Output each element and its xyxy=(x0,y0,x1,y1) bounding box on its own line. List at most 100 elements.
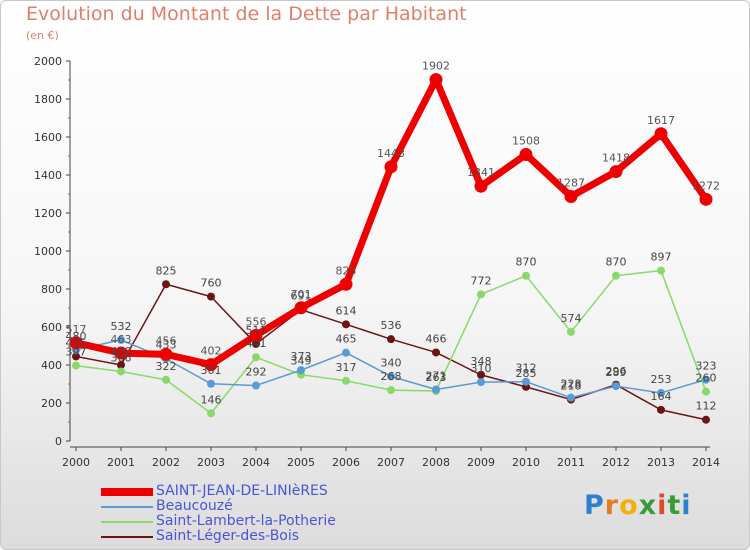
data-label: 263 xyxy=(426,371,447,384)
data-point xyxy=(162,280,170,289)
x-tick-label: 2004 xyxy=(242,456,270,469)
data-label: 517 xyxy=(66,323,87,336)
data-label: 1341 xyxy=(467,166,495,179)
x-tick-label: 2014 xyxy=(692,456,720,469)
data-point xyxy=(432,348,440,357)
y-tick-label: 200 xyxy=(41,397,62,410)
data-label: 772 xyxy=(471,274,492,287)
data-label: 870 xyxy=(606,256,627,269)
legend-swatch xyxy=(101,488,153,496)
legend-label: Beaucouzé xyxy=(156,498,233,514)
data-label: 402 xyxy=(201,345,222,358)
data-label: 112 xyxy=(696,400,717,413)
data-label: 466 xyxy=(426,332,447,345)
data-label: 532 xyxy=(111,320,132,333)
data-point xyxy=(159,347,173,361)
data-label: 511 xyxy=(246,324,267,337)
data-point xyxy=(117,367,125,376)
data-label: 1508 xyxy=(512,134,540,147)
data-label: 1272 xyxy=(692,179,720,192)
series-layer xyxy=(69,73,713,424)
data-label: 456 xyxy=(156,334,177,347)
x-tick-label: 2010 xyxy=(512,456,540,469)
data-point xyxy=(252,381,260,390)
x-tick-label: 2005 xyxy=(287,456,315,469)
legend-label: Saint-Lambert-la-Potherie xyxy=(156,513,336,529)
legend-swatch xyxy=(101,521,153,523)
x-tick-label: 2006 xyxy=(332,456,360,469)
data-point xyxy=(612,382,620,391)
data-label: 614 xyxy=(336,304,357,317)
x-tick-label: 2013 xyxy=(647,456,675,469)
data-point xyxy=(342,320,350,329)
data-point xyxy=(702,387,710,396)
data-point xyxy=(477,370,485,379)
data-label: 289 xyxy=(606,366,627,379)
proxiti-logo: Proxiti xyxy=(584,490,692,521)
data-label: 322 xyxy=(156,360,177,373)
data-label: 271 xyxy=(426,370,447,383)
data-point xyxy=(252,353,260,362)
data-point xyxy=(117,361,125,369)
legend-item-saint-jean-de-lini-res: SAINT-JEAN-DE-LINIèRES xyxy=(101,483,361,500)
data-point xyxy=(72,361,80,370)
data-label: 301 xyxy=(201,364,222,377)
data-label: 1902 xyxy=(422,60,450,73)
data-label: 340 xyxy=(381,356,402,369)
data-label: 146 xyxy=(201,393,222,406)
data-point xyxy=(474,179,488,193)
legend-item-saint-l-ger-des-bois: Saint-Léger-des-Bois xyxy=(101,528,361,545)
data-label: 574 xyxy=(561,312,582,325)
data-label: 441 xyxy=(246,337,267,350)
data-label: 556 xyxy=(246,315,267,328)
data-point xyxy=(657,405,665,414)
data-point xyxy=(654,127,668,141)
data-label: 870 xyxy=(516,256,537,269)
data-point xyxy=(342,348,350,357)
data-point xyxy=(69,336,83,350)
legend-swatch xyxy=(101,536,153,538)
data-point xyxy=(567,393,575,402)
data-point xyxy=(477,290,485,299)
data-point xyxy=(207,409,215,418)
data-label: 228 xyxy=(561,378,582,391)
data-label: 400 xyxy=(111,345,132,358)
data-label: 397 xyxy=(66,346,87,359)
x-tick-label: 2003 xyxy=(197,456,225,469)
data-label: 164 xyxy=(651,390,672,403)
data-label: 691 xyxy=(291,290,312,303)
x-tick-label: 2001 xyxy=(107,456,135,469)
x-tick-label: 2011 xyxy=(557,456,585,469)
legend-label: SAINT-JEAN-DE-LINIèRES xyxy=(156,483,328,499)
legend-swatch xyxy=(101,506,153,508)
data-point xyxy=(567,327,575,336)
data-point xyxy=(252,339,260,348)
legend-item-beaucouz-: Beaucouzé xyxy=(101,498,361,515)
data-point xyxy=(207,292,215,301)
data-point xyxy=(522,377,530,386)
data-point xyxy=(432,385,440,394)
data-point xyxy=(612,271,620,280)
data-point xyxy=(702,415,710,424)
data-label: 825 xyxy=(156,264,177,277)
data-label: 1287 xyxy=(557,176,585,189)
y-tick-label: 1600 xyxy=(34,131,62,144)
data-point xyxy=(387,335,395,344)
data-label: 323 xyxy=(696,360,717,373)
data-label: 349 xyxy=(291,355,312,368)
data-point xyxy=(249,328,263,342)
data-label: 218 xyxy=(561,380,582,393)
data-label: 760 xyxy=(201,277,222,290)
y-tick-label: 1800 xyxy=(34,93,62,106)
data-label: 285 xyxy=(516,367,537,380)
data-point xyxy=(297,366,305,375)
data-label: 463 xyxy=(111,333,132,346)
data-label: 268 xyxy=(381,370,402,383)
chart-title: Evolution du Montant de la Dette par Hab… xyxy=(26,3,467,25)
data-label: 701 xyxy=(291,288,312,301)
y-tick-label: 400 xyxy=(41,359,62,372)
data-point xyxy=(657,266,665,275)
data-point xyxy=(114,346,128,360)
data-point xyxy=(477,378,485,387)
